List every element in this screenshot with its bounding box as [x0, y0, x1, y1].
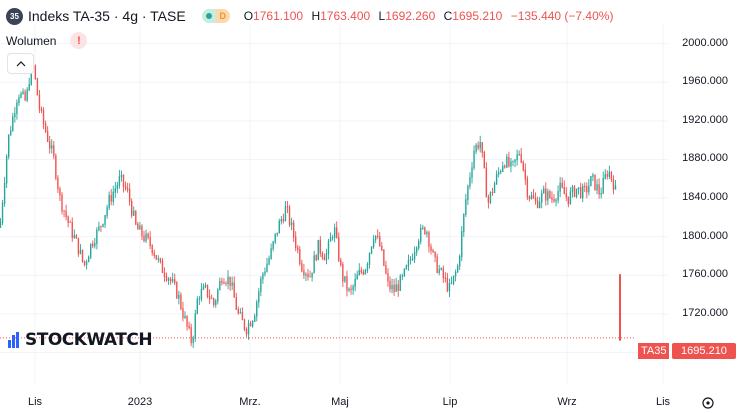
change-value: −135.440 (−7.40%): [510, 9, 614, 23]
price-tick-label: 2000.000: [682, 36, 728, 49]
symbol-badge: 35: [6, 7, 23, 25]
last-price-symbol-tag: TA35: [638, 343, 670, 359]
stockwatch-logo: STOCKWATCH: [8, 330, 153, 350]
warning-icon[interactable]: !: [70, 32, 88, 49]
volume-label[interactable]: Wolumen: [6, 33, 57, 48]
price-tick-label: 1760.000: [682, 268, 728, 281]
candles: [0, 55, 617, 348]
close-value: 1695.210: [452, 9, 503, 23]
chevron-up-icon: [16, 60, 25, 66]
symbol-title[interactable]: Indeks TA-35 · 4g · TASE: [28, 8, 186, 24]
logo-bars-icon: [8, 332, 22, 348]
price-tick-label: 1960.000: [682, 75, 728, 88]
time-tick-label: Lis: [27, 396, 43, 408]
time-tick-label: Wrz: [557, 396, 577, 408]
time-tick-label: Lip: [442, 396, 458, 408]
time-tick-label: Mrz.: [239, 396, 261, 408]
market-status-pill[interactable]: D: [201, 9, 230, 23]
high-value: 1763.400: [320, 9, 371, 23]
price-tick-label: 1840.000: [682, 191, 728, 204]
delayed-icon: D: [215, 9, 230, 23]
collapse-legend-button[interactable]: [7, 53, 34, 74]
time-tick-label: Lis: [655, 396, 671, 408]
time-tick-label: 2023: [127, 396, 153, 408]
settings-gear-icon: [702, 397, 714, 409]
last-price-tag: 1695.210: [672, 343, 736, 359]
volume-legend: Wolumen !: [6, 32, 88, 49]
time-tick-label: Maj: [331, 396, 349, 408]
low-value: 1692.260: [385, 9, 436, 23]
price-tick-label: 1800.000: [682, 229, 728, 242]
open-value: 1761.100: [253, 9, 304, 23]
chart-legend: 35 Indeks TA-35 · 4g · TASE D O1761.100 …: [6, 7, 613, 25]
price-tick-label: 1720.000: [682, 306, 728, 319]
price-tick-label: 1920.000: [682, 113, 728, 126]
ohlc-values: O1761.100 H1763.400 L1692.260 C1695.210 …: [243, 9, 614, 23]
price-tick-label: 1880.000: [682, 152, 728, 165]
market-open-dot-icon: [201, 9, 216, 23]
